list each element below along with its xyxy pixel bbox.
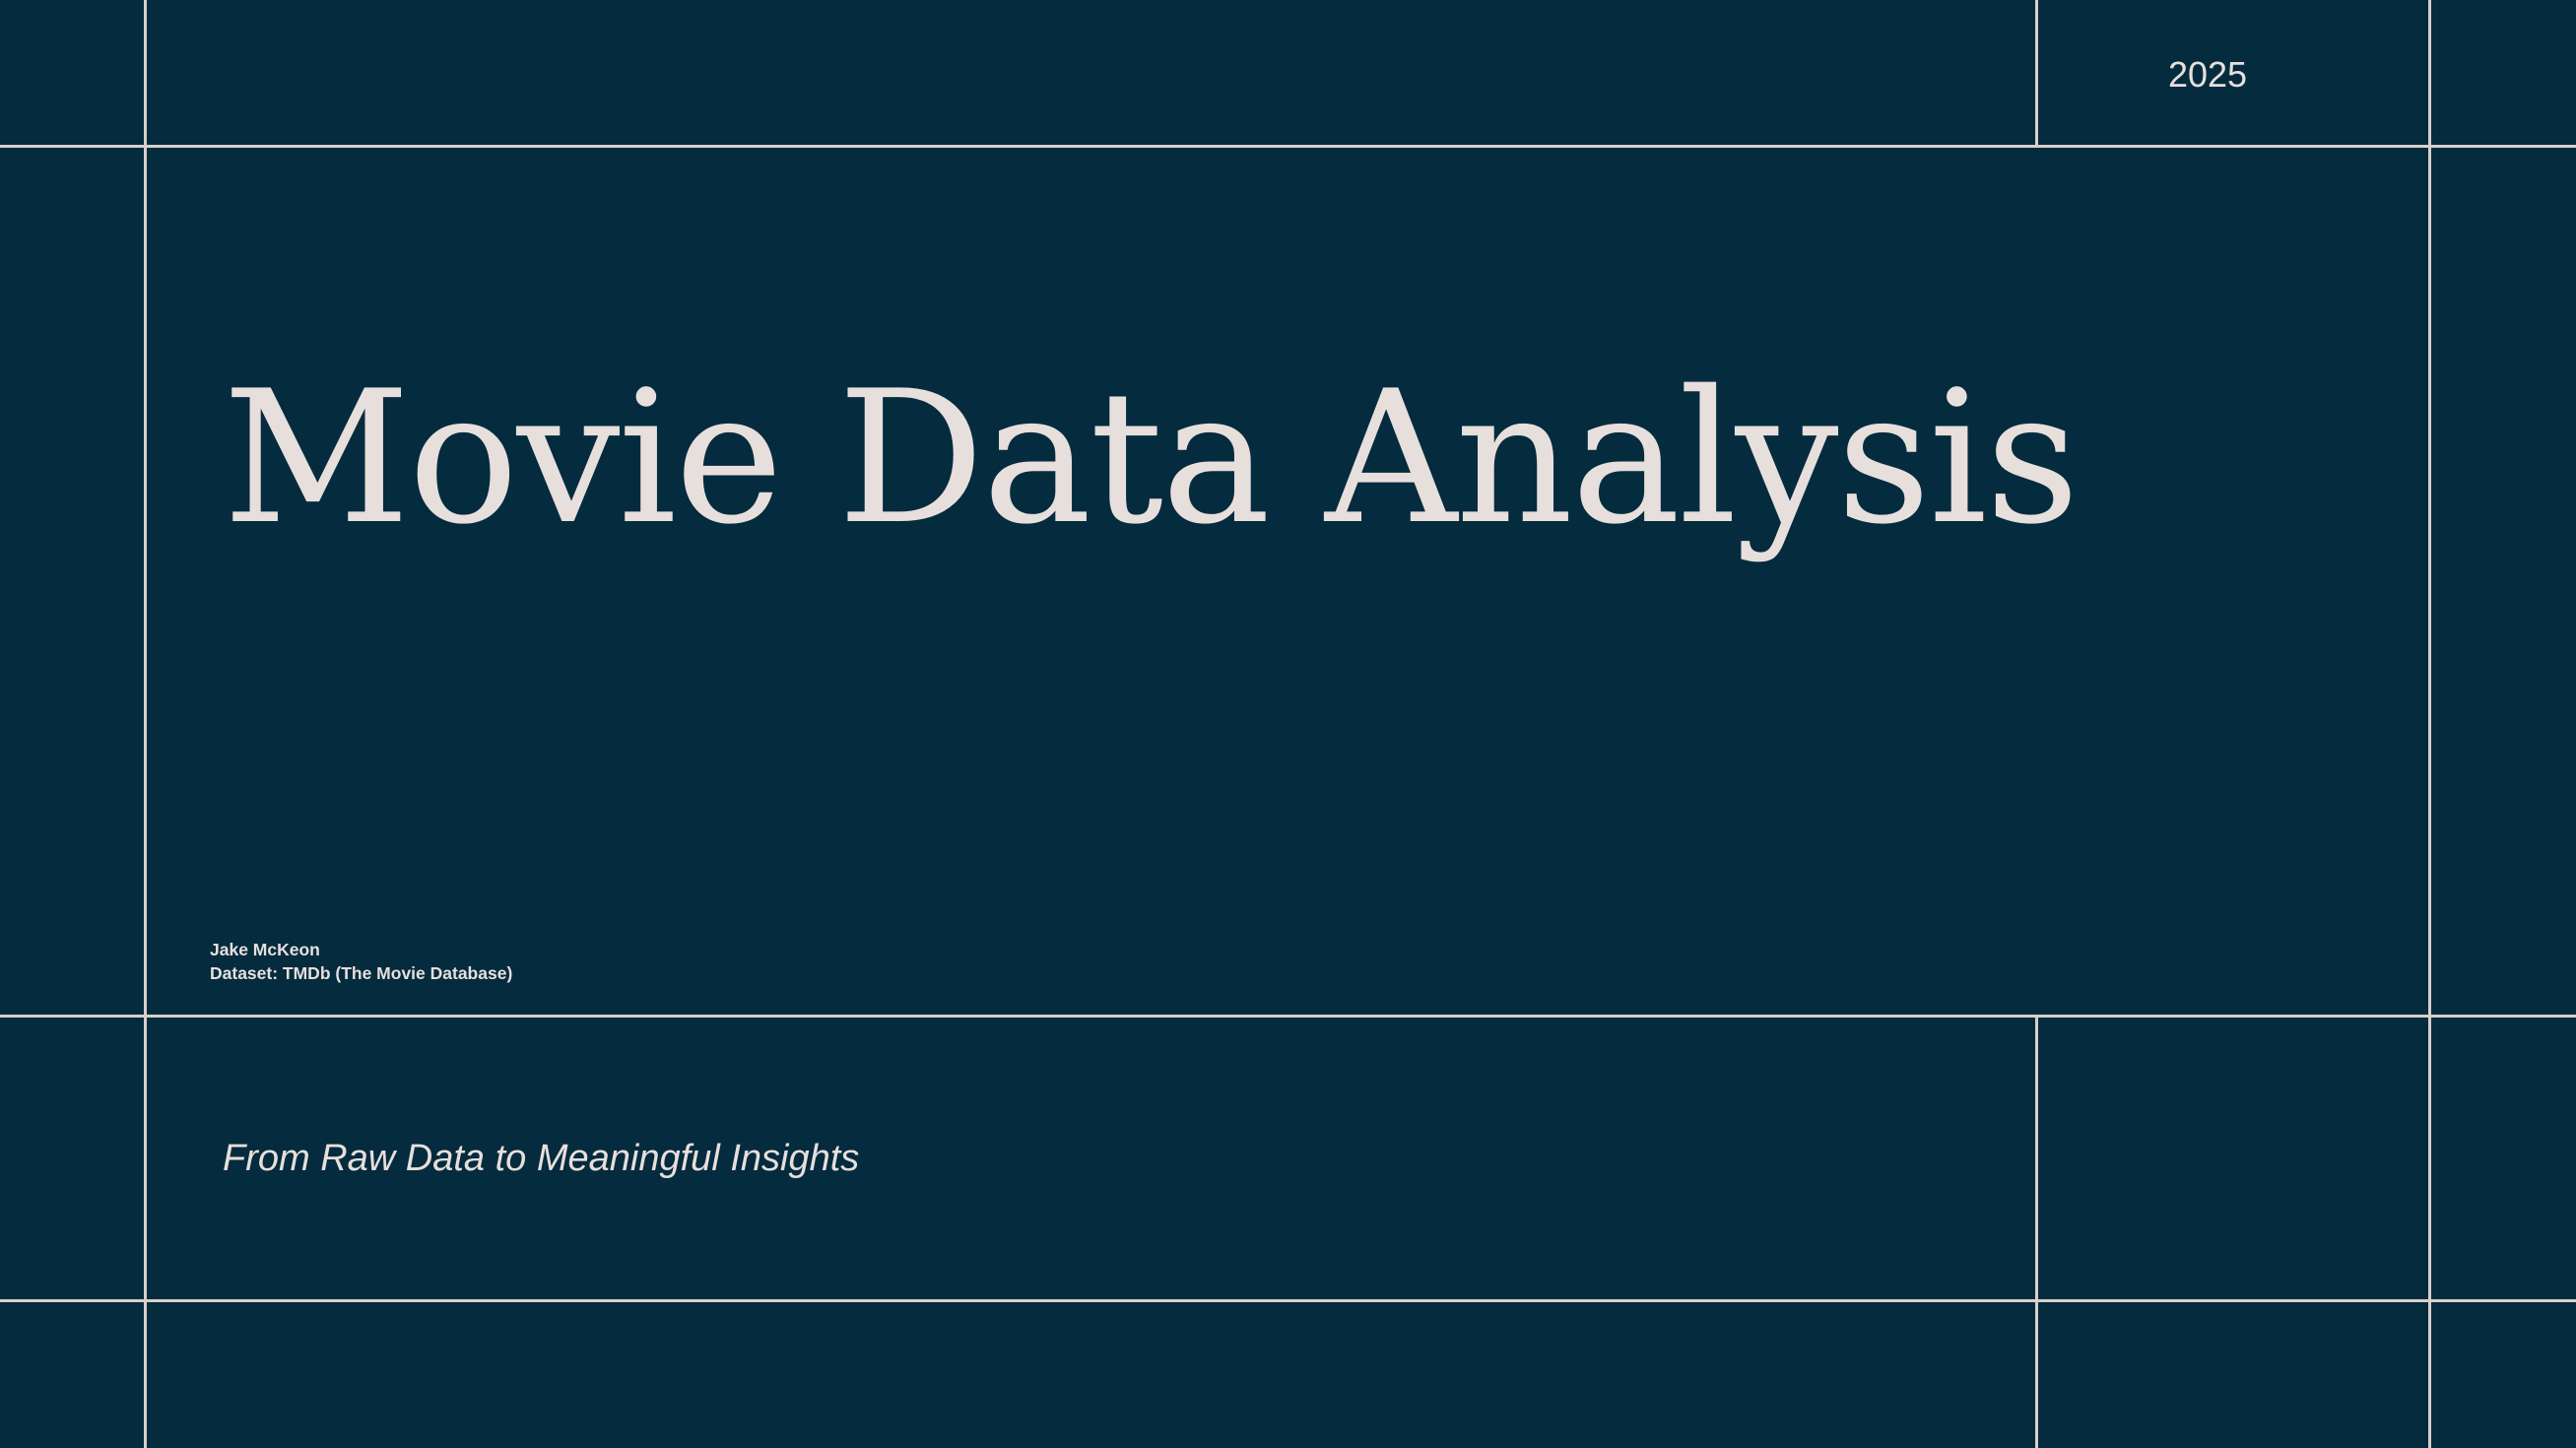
grid-line-right: [2428, 0, 2431, 1448]
grid-line-year-column: [2035, 0, 2038, 146]
presentation-title: Movie Data Analysis: [223, 351, 2080, 564]
presentation-subtitle: From Raw Data to Meaningful Insights: [223, 1138, 860, 1179]
grid-line-top: [0, 145, 2576, 148]
author-name: Jake McKeon: [210, 940, 320, 959]
dataset-source: Dataset: TMDb (The Movie Database): [210, 963, 513, 983]
grid-line-middle: [0, 1015, 2576, 1018]
year-label: 2025: [2167, 54, 2248, 95]
presentation-meta: Jake McKeon Dataset: TMDb (The Movie Dat…: [210, 938, 512, 985]
grid-line-bottom: [0, 1299, 2576, 1302]
grid-line-left: [144, 0, 147, 1448]
grid-line-lower-column: [2035, 1016, 2038, 1448]
